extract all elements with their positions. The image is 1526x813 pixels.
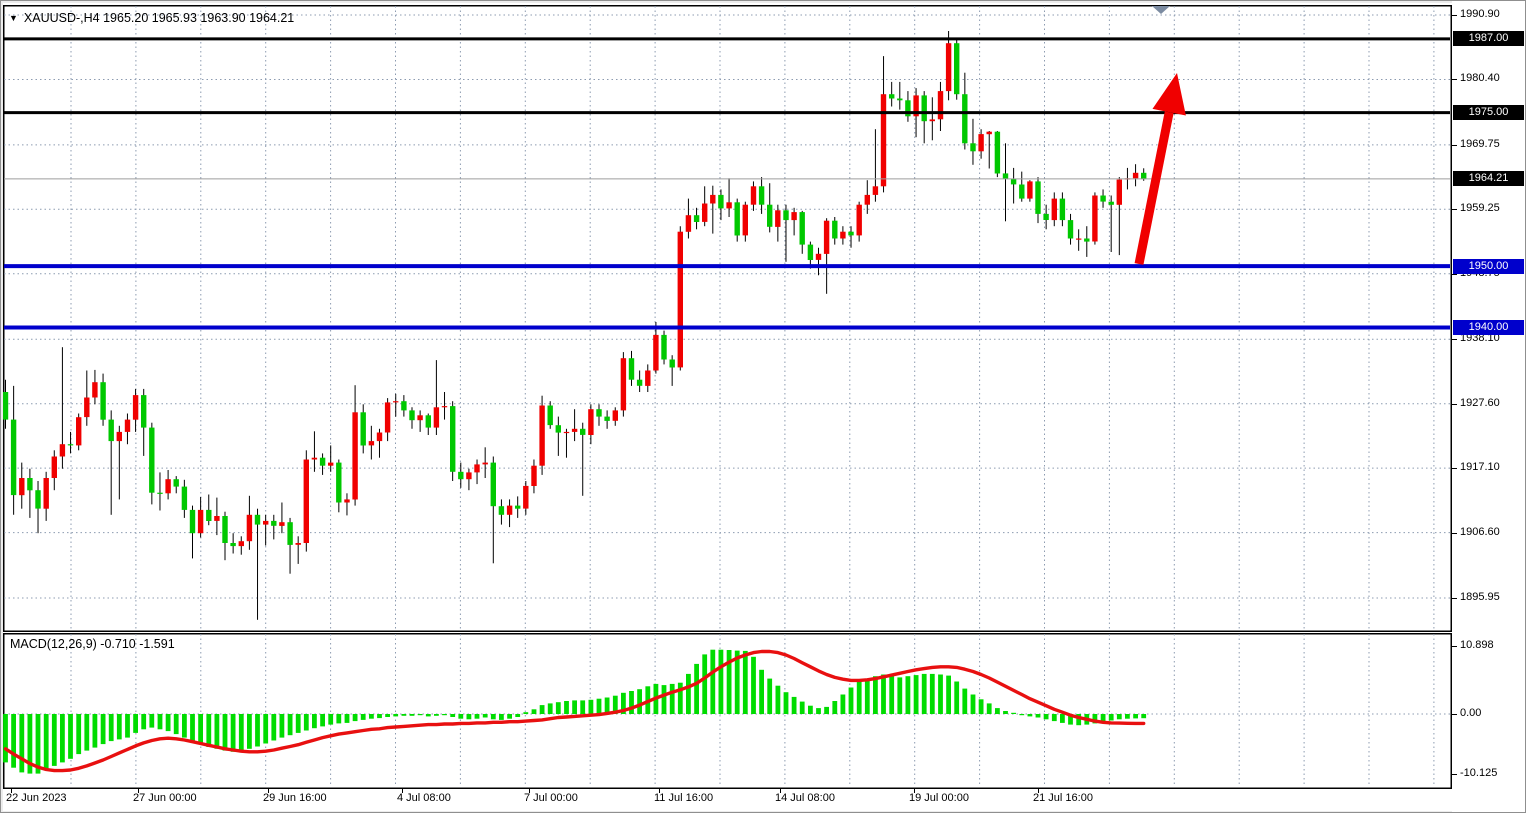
time-tick-label: 11 Jul 16:00 xyxy=(654,792,714,804)
price-level-badge: 1987.00 xyxy=(1453,31,1524,47)
scroll-marker-icon[interactable] xyxy=(1152,6,1170,14)
time-axis-tick xyxy=(11,789,12,793)
time-tick-label: 22 Jun 2023 xyxy=(6,792,67,804)
time-axis-tick xyxy=(138,789,139,793)
axis-tick xyxy=(1452,468,1457,470)
grid xyxy=(4,6,1450,630)
axis-tick xyxy=(1452,15,1457,16)
trend-arrow[interactable] xyxy=(1134,73,1186,265)
price-axis[interactable]: 1990.901980.401969.751959.251948.751938.… xyxy=(1452,1,1525,812)
macd-signal-line xyxy=(3,649,1146,773)
price-tick-label: 1927.60 xyxy=(1460,396,1500,409)
macd-indicator-chart[interactable] xyxy=(3,633,1452,789)
time-axis-tick xyxy=(780,789,781,793)
time-axis-tick xyxy=(529,789,530,793)
price-level-badge: 1975.00 xyxy=(1453,105,1524,121)
symbol-dropdown-icon[interactable]: ▼ xyxy=(9,12,18,23)
price-tick-label: 1990.90 xyxy=(1460,8,1500,20)
macd-tick-label: 0.00 xyxy=(1460,707,1482,719)
macd-indicator-label: MACD(12,26,9) -0.710 -1.591 xyxy=(10,637,175,651)
axis-tick xyxy=(1452,597,1457,599)
axis-tick xyxy=(1452,714,1457,715)
axis-tick xyxy=(1452,773,1457,775)
time-axis-tick xyxy=(1038,789,1039,793)
time-axis[interactable]: 22 Jun 2023 27 Jun 00:00 29 Jun 16:00 4 Jul… xyxy=(3,789,1452,811)
axis-tick xyxy=(1452,532,1457,534)
axis-tick xyxy=(1452,273,1457,275)
time-axis-tick xyxy=(914,789,915,793)
macd-tick-label: -10.125 xyxy=(1460,766,1498,779)
ohlc-readout: XAUUSD-,H4 1965.20 1965.93 1963.90 1964.… xyxy=(23,11,295,25)
time-tick-label: 21 Jul 16:00 xyxy=(1033,792,1093,804)
time-axis-tick xyxy=(268,789,269,793)
macd-histogram-series xyxy=(3,649,1147,774)
candlestick-chart[interactable] xyxy=(3,5,1452,632)
axis-tick xyxy=(1452,144,1457,146)
time-axis-tick xyxy=(402,789,403,793)
axis-tick xyxy=(1452,645,1457,647)
price-tick-label: 1906.60 xyxy=(1460,525,1500,538)
price-tick-label: 1980.40 xyxy=(1460,72,1500,85)
price-tick-label: 1938.10 xyxy=(1460,332,1500,345)
axis-tick xyxy=(1452,339,1457,341)
time-tick-label: 7 Jul 00:00 xyxy=(524,792,578,804)
price-tick-label: 1959.25 xyxy=(1460,202,1500,215)
time-tick-label: 14 Jul 08:00 xyxy=(775,792,835,804)
time-tick-label: 19 Jul 00:00 xyxy=(909,792,969,804)
axis-tick xyxy=(1452,209,1457,211)
price-level-badge: 1950.00 xyxy=(1453,258,1524,274)
chart-ohlc-title: ▼ XAUUSD-,H4 1965.20 1965.93 1963.90 196… xyxy=(9,10,294,26)
price-level-badge: 1940.00 xyxy=(1453,320,1524,335)
price-tick-label: 1969.75 xyxy=(1460,137,1500,150)
price-level-badge: 1964.21 xyxy=(1453,171,1524,187)
axis-tick xyxy=(1452,403,1457,405)
candlestick-series xyxy=(3,31,1147,620)
time-tick-label: 4 Jul 08:00 xyxy=(397,792,451,804)
price-tick-label: 1917.10 xyxy=(1460,461,1500,474)
time-tick-label: 27 Jun 00:00 xyxy=(133,792,197,804)
macd-tick-label: 10.898 xyxy=(1460,638,1494,651)
axis-tick xyxy=(1452,79,1457,81)
time-axis-tick xyxy=(659,789,660,793)
time-tick-label: 29 Jun 16:00 xyxy=(263,792,327,804)
price-tick-label: 1895.95 xyxy=(1460,590,1500,603)
